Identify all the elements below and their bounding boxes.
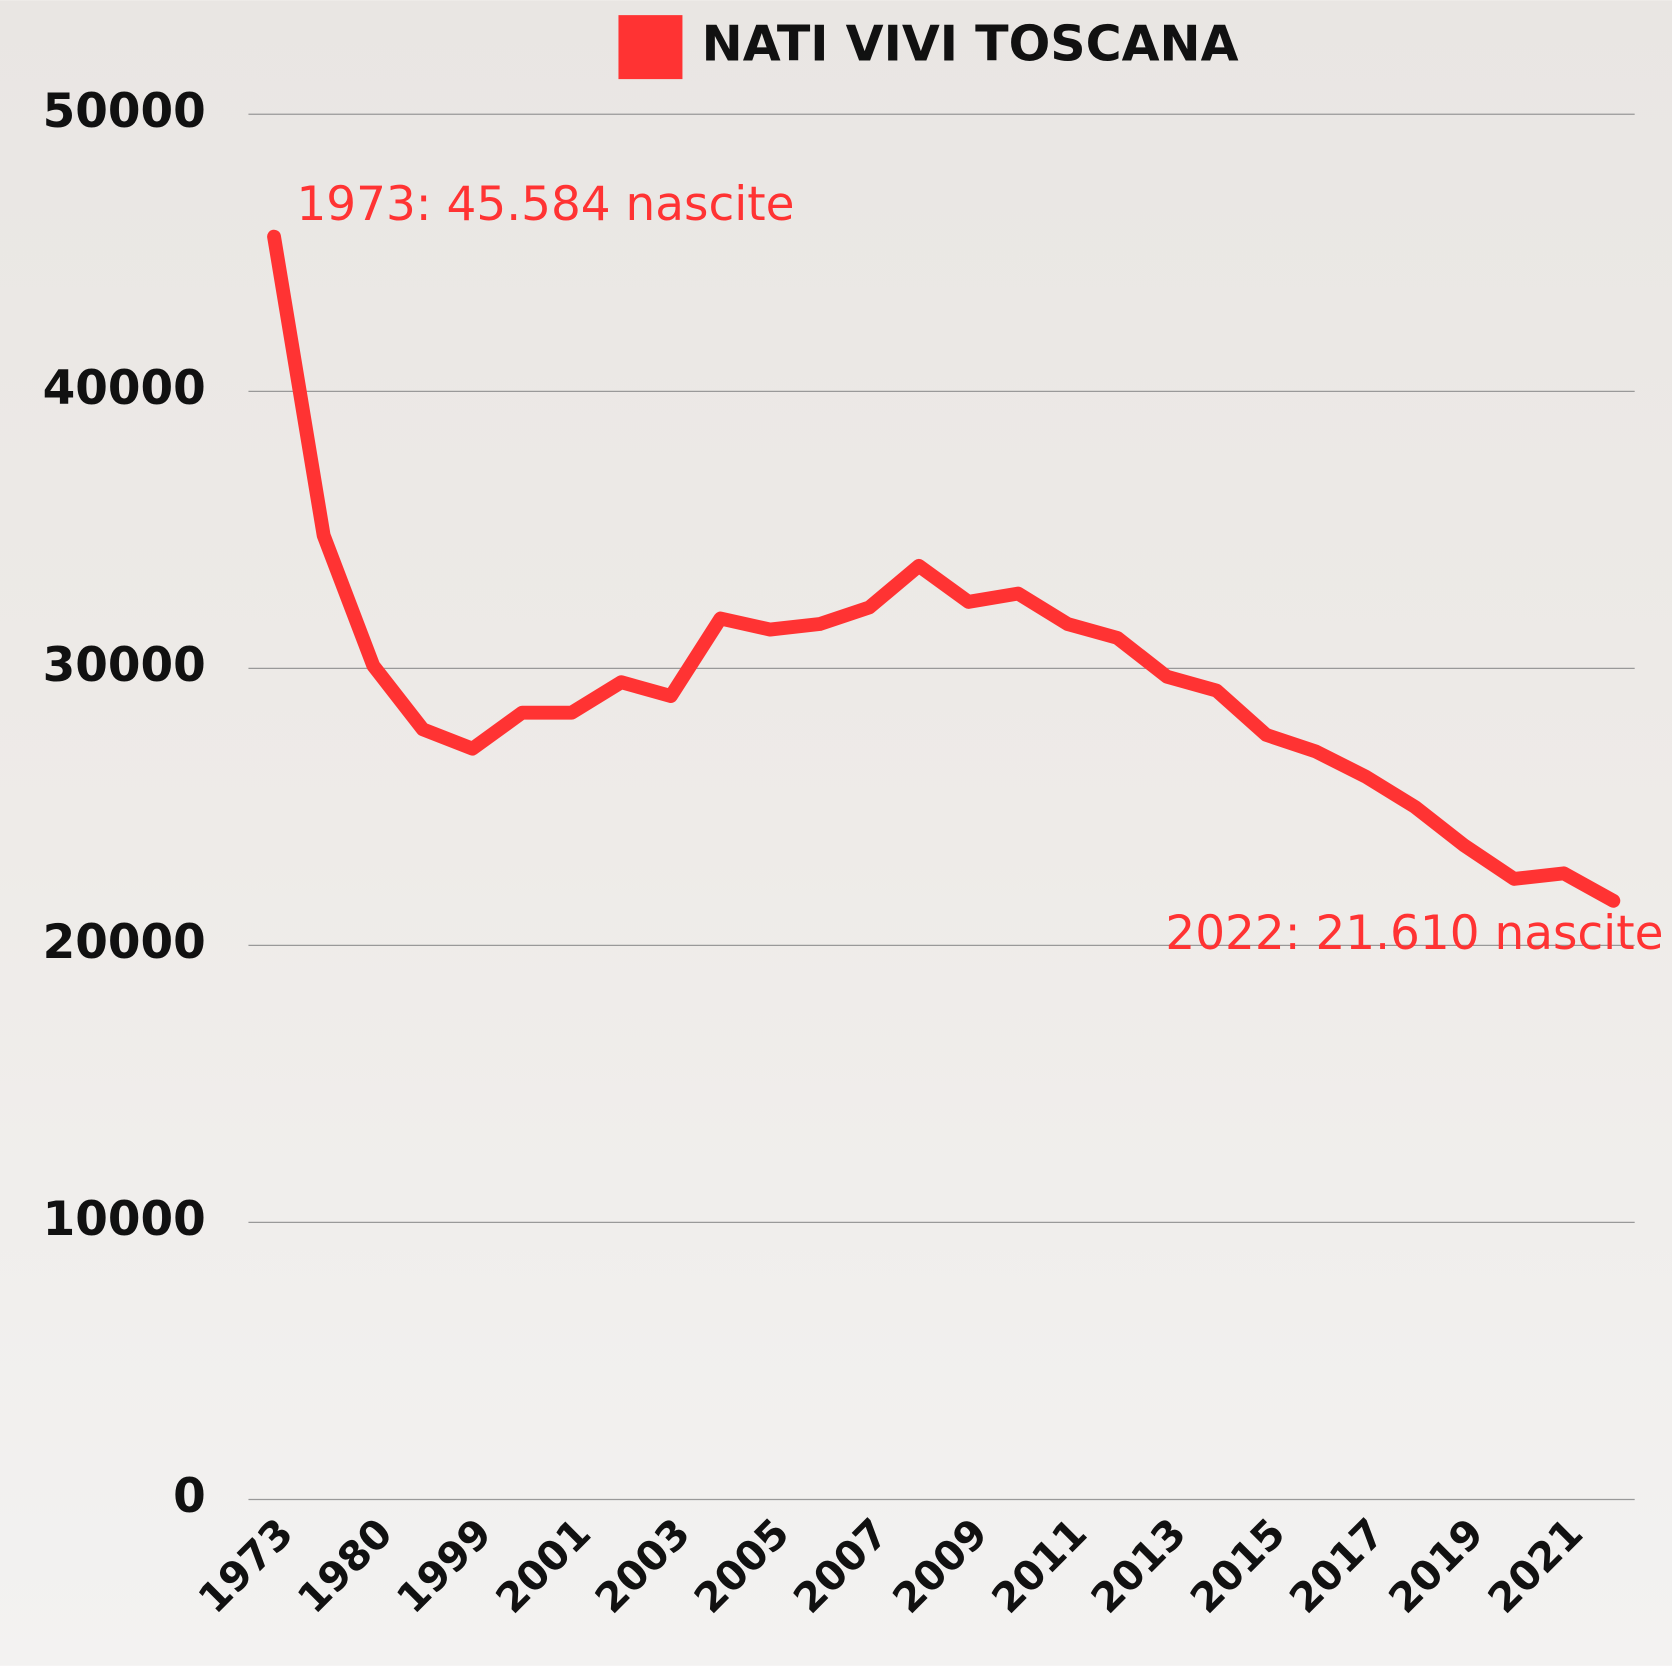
legend-swatch xyxy=(618,15,683,80)
annotation: 1973: 45.584 nascite xyxy=(296,177,794,232)
y-tick-label: 10000 xyxy=(43,1192,206,1247)
y-tick-label: 0 xyxy=(173,1469,206,1524)
y-tick-label: 40000 xyxy=(43,361,206,416)
annotation: 2022: 21.610 nascite xyxy=(1165,906,1663,961)
y-tick-label: 30000 xyxy=(43,638,206,693)
y-tick-label: 50000 xyxy=(43,84,206,139)
legend-label: NATI VIVI TOSCANA xyxy=(702,15,1239,73)
y-tick-label: 20000 xyxy=(43,915,206,970)
line xyxy=(267,229,1621,908)
